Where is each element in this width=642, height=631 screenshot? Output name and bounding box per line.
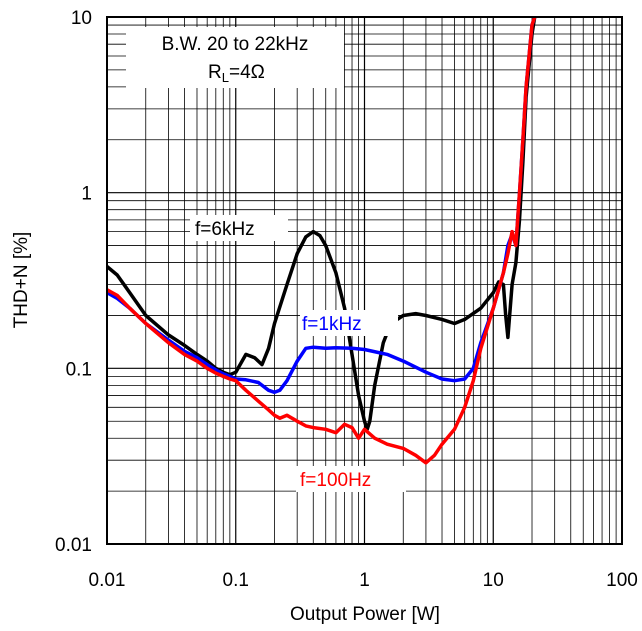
annotation-100hz: f=100Hz [296, 466, 406, 492]
x-tick-label: 0.01 [89, 570, 126, 591]
annotation-100hz-label: f=100Hz [300, 470, 371, 491]
y-tick-label: 0.01 [55, 535, 92, 556]
x-axis-label: Output Power [W] [290, 604, 440, 625]
series-lines [105, 16, 537, 465]
y-axis-label: THD+N [%] [11, 232, 32, 329]
load-label: RL=4Ω [208, 62, 265, 85]
plot-frame [106, 16, 623, 545]
conditions-box: B.W. 20 to 22kHz RL=4Ω [126, 27, 344, 88]
annotation-1khz-label: f=1kHz [302, 314, 362, 335]
annotation-1khz: f=1kHz [300, 310, 398, 336]
y-tick-label: 1 [81, 184, 92, 205]
x-tick-label: 0.1 [223, 570, 249, 591]
annotation-6khz-label: f=6kHz [195, 219, 255, 240]
x-tick-label: 1 [359, 570, 370, 591]
annotation-6khz: f=6kHz [190, 215, 288, 241]
y-tick-label: 10 [71, 8, 92, 29]
y-tick-label: 0.1 [66, 359, 92, 380]
tick-labels: 0.01 0.1 1 10 100 0.01 0.1 1 10 [55, 8, 638, 591]
x-tick-label: 100 [606, 570, 638, 591]
series-line-f-100hz [106, 16, 537, 465]
bandwidth-label: B.W. 20 to 22kHz [162, 34, 309, 55]
x-tick-label: 10 [483, 570, 504, 591]
